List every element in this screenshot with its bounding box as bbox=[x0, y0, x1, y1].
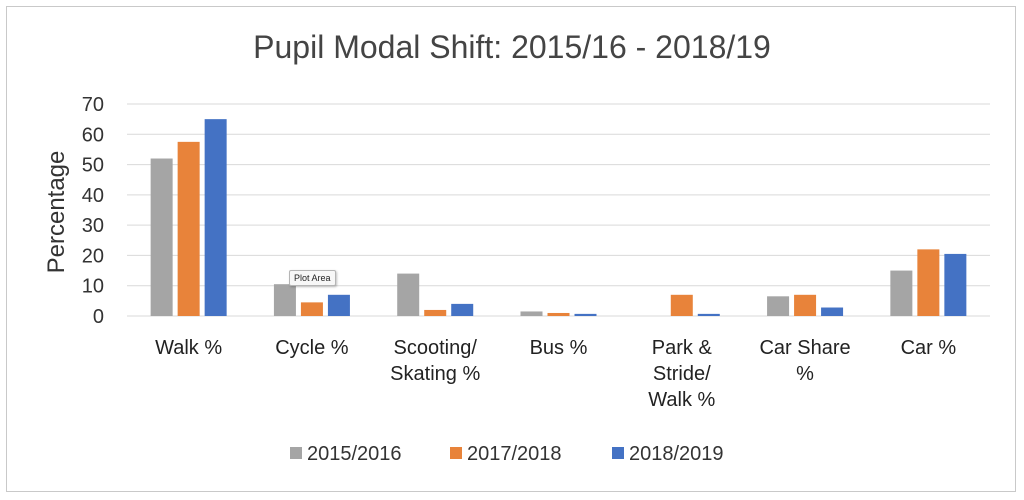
x-category-line: Walk % bbox=[155, 337, 222, 359]
bar-2015-2016-cat-6[interactable] bbox=[890, 270, 913, 316]
bar-2017-2018-cat-6[interactable] bbox=[917, 249, 940, 316]
bar-2017-2018-cat-2[interactable] bbox=[424, 309, 447, 316]
x-category-line: Park & bbox=[652, 337, 713, 359]
legend-item-2015-2016[interactable]: 2015/2016 bbox=[290, 443, 402, 465]
x-category-line: Stride/ bbox=[653, 363, 711, 385]
bar-2015-2016-cat-0[interactable] bbox=[150, 158, 173, 316]
bar-2015-2016-cat-3[interactable] bbox=[520, 311, 543, 316]
legend-swatch bbox=[612, 447, 624, 459]
bar-2018-2019-cat-0[interactable] bbox=[204, 119, 227, 317]
x-category-line: Walk % bbox=[648, 389, 715, 411]
y-tick-label: 40 bbox=[82, 185, 104, 207]
bar-2018-2019-cat-6[interactable] bbox=[944, 253, 967, 316]
x-category-line: % bbox=[796, 363, 814, 385]
plot-area-tooltip: Plot Area bbox=[289, 270, 336, 286]
legend[interactable]: 2015/2016 2017/2018 2018/2019 bbox=[290, 443, 724, 465]
bar-2015-2016-cat-1[interactable] bbox=[273, 284, 296, 316]
chart-title: Pupil Modal Shift: 2015/16 - 2018/19 bbox=[253, 29, 771, 65]
x-category-label: Walk % bbox=[155, 337, 222, 359]
x-category-label: Scooting/Skating % bbox=[390, 337, 480, 385]
y-tick-label: 50 bbox=[82, 155, 104, 177]
legend-label: 2017/2018 bbox=[467, 443, 562, 465]
legend-label: 2018/2019 bbox=[629, 443, 724, 465]
chart-frame bbox=[6, 6, 1016, 492]
bar-2017-2018-cat-3[interactable] bbox=[547, 312, 570, 316]
gridlines bbox=[127, 103, 990, 317]
legend-item-2017-2018[interactable]: 2017/2018 bbox=[450, 443, 562, 465]
x-category-line: Skating % bbox=[390, 363, 480, 385]
bar-2015-2016-cat-5[interactable] bbox=[767, 296, 790, 316]
bar-2017-2018-cat-0[interactable] bbox=[177, 141, 200, 316]
x-category-line: Car % bbox=[901, 337, 957, 359]
y-axis-label: Percentage bbox=[43, 151, 70, 274]
y-tick-label: 10 bbox=[82, 276, 104, 298]
legend-swatch bbox=[450, 447, 462, 459]
bar-2018-2019-cat-2[interactable] bbox=[451, 303, 474, 316]
x-category-label: Cycle % bbox=[275, 337, 349, 359]
x-category-line: Bus % bbox=[530, 337, 588, 359]
bar-2018-2019-cat-4[interactable] bbox=[697, 313, 720, 316]
y-tick-label: 60 bbox=[82, 124, 104, 146]
bars[interactable] bbox=[150, 119, 967, 317]
bar-2017-2018-cat-1[interactable] bbox=[300, 302, 323, 316]
legend-item-2018-2019[interactable]: 2018/2019 bbox=[612, 443, 724, 465]
x-axis-categories: Walk % Cycle % Scooting/Skating % Bus % Park… bbox=[155, 337, 956, 411]
bar-2018-2019-cat-1[interactable] bbox=[327, 294, 350, 316]
x-category-label: Park & Stride/Walk % bbox=[648, 337, 715, 411]
bar-2018-2019-cat-3[interactable] bbox=[574, 313, 597, 316]
x-category-label: Car Share% bbox=[759, 337, 850, 385]
y-tick-label: 20 bbox=[82, 245, 104, 267]
bar-2017-2018-cat-4[interactable] bbox=[670, 294, 693, 316]
legend-swatch bbox=[290, 447, 302, 459]
bar-2018-2019-cat-5[interactable] bbox=[821, 307, 844, 316]
y-tick-label: 0 bbox=[93, 306, 104, 328]
legend-label: 2015/2016 bbox=[307, 443, 402, 465]
y-tick-label: 70 bbox=[82, 94, 104, 116]
x-category-label: Car % bbox=[901, 337, 957, 359]
bar-2017-2018-cat-5[interactable] bbox=[794, 294, 817, 316]
y-axis-ticks: 0 10 20 30 40 50 60 70 bbox=[82, 94, 104, 328]
x-category-line: Car Share bbox=[759, 337, 850, 359]
bar-2015-2016-cat-2[interactable] bbox=[397, 273, 420, 316]
x-category-line: Cycle % bbox=[275, 337, 349, 359]
x-category-label: Bus % bbox=[530, 337, 588, 359]
x-category-line: Scooting/ bbox=[394, 337, 478, 359]
y-tick-label: 30 bbox=[82, 215, 104, 237]
